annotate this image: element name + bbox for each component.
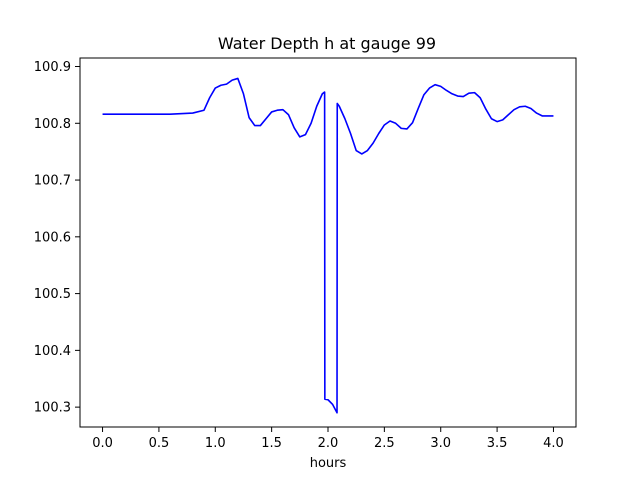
y-tick-label: 100.7 [34,174,71,189]
y-axis: 100.3 100.4 100.5 100.6 100.7 100.8 100.9 [34,60,80,416]
x-tick-label: 4.0 [543,436,564,451]
y-tick-label: 100.5 [34,287,71,302]
series-group [102,77,554,414]
y-tick-label: 100.9 [34,60,71,75]
x-tick-label: 0.5 [149,436,170,451]
x-tick-label: 1.0 [205,436,226,451]
y-tick-label: 100.4 [34,344,71,359]
x-tick-label: 2.0 [318,436,339,451]
x-tick-label: 3.0 [430,436,451,451]
y-tick-label: 100.6 [34,230,71,245]
chart-title: Water Depth h at gauge 99 [218,34,436,53]
plot-area-frame [79,57,577,428]
y-tick-label: 100.8 [34,117,71,132]
x-tick-label: 0.0 [92,436,113,451]
x-axis-label: hours [310,456,347,471]
series-line [102,77,554,414]
x-tick-label: 2.5 [374,436,395,451]
x-tick-label: 1.5 [261,436,282,451]
x-tick-label: 3.5 [487,436,508,451]
y-tick-label: 100.3 [34,401,71,416]
x-axis: 0.0 0.5 1.0 1.5 2.0 2.5 3.0 3.5 4.0 [92,427,564,451]
